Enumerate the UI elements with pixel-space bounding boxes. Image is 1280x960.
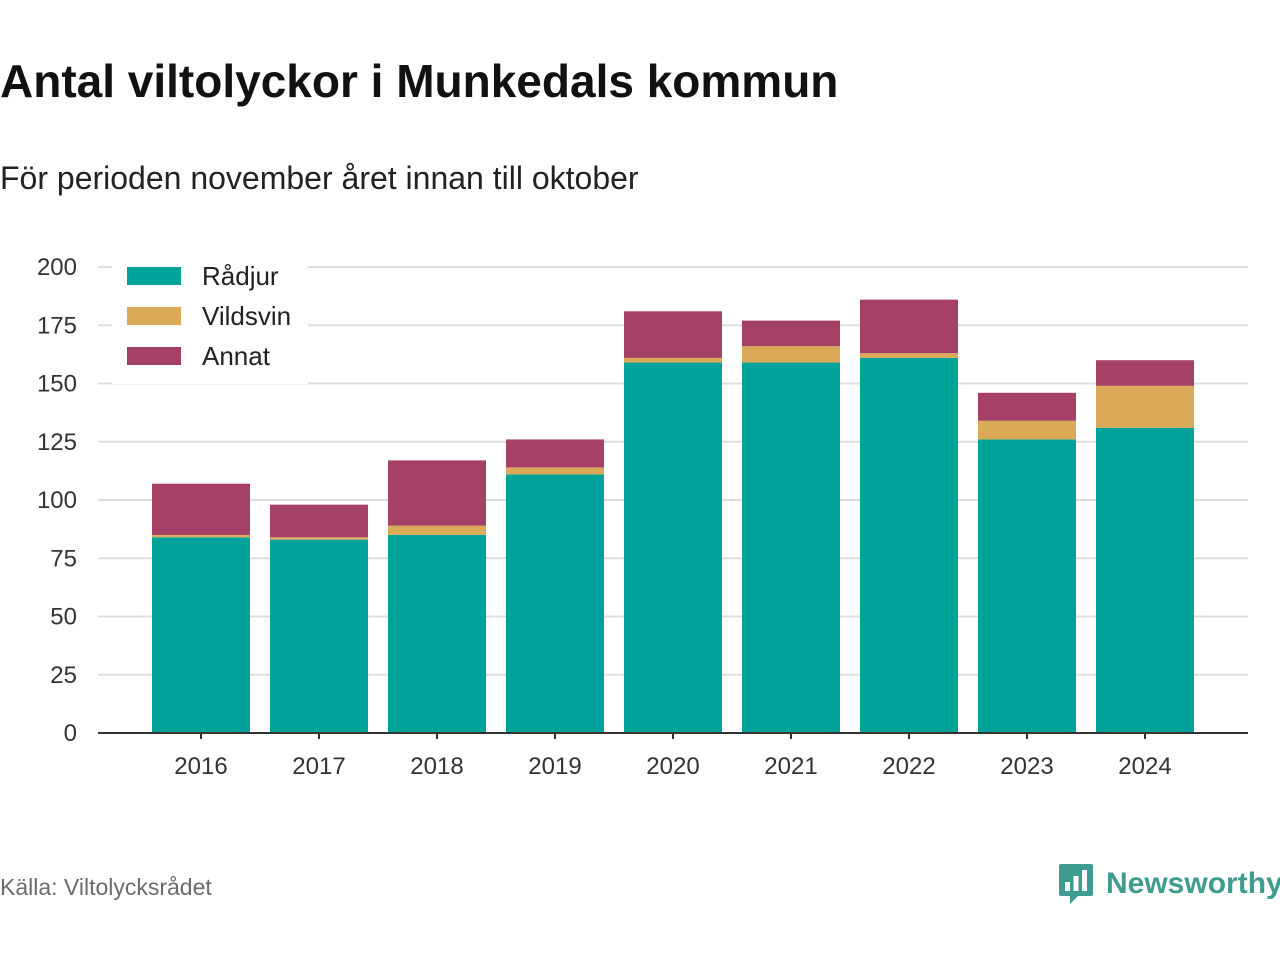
y-tick-label: 0 bbox=[64, 720, 77, 747]
legend-label: Annat bbox=[202, 341, 271, 371]
bar-segment bbox=[978, 439, 1076, 733]
x-tick-label: 2022 bbox=[882, 753, 935, 780]
legend-swatch bbox=[127, 347, 181, 365]
bar-segment bbox=[506, 467, 604, 475]
chart-title: Antal viltolyckor i Munkedals kommun bbox=[0, 55, 839, 107]
brand-name: Newsworthy bbox=[1106, 867, 1280, 900]
y-tick-label: 150 bbox=[37, 371, 77, 398]
bar-chart-speech-bubble-icon bbox=[1059, 864, 1093, 904]
bar-segment bbox=[270, 504, 368, 538]
newsworthy-logo: Newsworthy bbox=[1058, 862, 1280, 906]
bar-segment bbox=[388, 460, 486, 526]
x-tick-label: 2019 bbox=[528, 753, 581, 780]
legend-label: Vildsvin bbox=[202, 301, 291, 331]
legend-label: Rådjur bbox=[202, 261, 279, 291]
y-tick-label: 25 bbox=[50, 662, 77, 689]
x-tick-label: 2021 bbox=[764, 753, 817, 780]
bar-segment bbox=[270, 537, 368, 540]
bar-segment bbox=[742, 362, 840, 733]
bar-segment bbox=[1096, 427, 1194, 733]
bar-segment bbox=[152, 537, 250, 733]
y-tick-label: 125 bbox=[37, 429, 77, 456]
x-tick-label: 2018 bbox=[410, 753, 463, 780]
bar-segment bbox=[742, 346, 840, 363]
bar-segment bbox=[978, 392, 1076, 421]
bar-segment bbox=[1096, 385, 1194, 428]
bar-segment bbox=[742, 320, 840, 347]
bar-segment bbox=[860, 353, 958, 358]
chart-subtitle: För perioden november året innan till ok… bbox=[0, 160, 639, 196]
x-tick-label: 2020 bbox=[646, 753, 699, 780]
x-tick-label: 2024 bbox=[1118, 753, 1171, 780]
bar-segment bbox=[152, 483, 250, 535]
y-tick-label: 75 bbox=[50, 545, 77, 572]
bar-segment bbox=[506, 474, 604, 733]
bar-segment bbox=[860, 299, 958, 354]
y-tick-label: 50 bbox=[50, 604, 77, 631]
bar-segment bbox=[388, 534, 486, 733]
legend-swatch bbox=[127, 307, 181, 325]
bar-segment bbox=[270, 539, 368, 733]
y-tick-label: 100 bbox=[37, 487, 77, 514]
x-tick-label: 2016 bbox=[174, 753, 227, 780]
bar-segment bbox=[860, 357, 958, 733]
y-tick-label: 175 bbox=[37, 312, 77, 339]
bar-segment bbox=[978, 420, 1076, 440]
x-tick-label: 2023 bbox=[1000, 753, 1053, 780]
bar-segment bbox=[624, 362, 722, 733]
x-tick-label: 2017 bbox=[292, 753, 345, 780]
legend-swatch bbox=[127, 267, 181, 285]
bar-segment bbox=[1096, 360, 1194, 386]
bar-segment bbox=[624, 357, 722, 363]
bar-segment bbox=[506, 439, 604, 468]
source-note: Källa: Viltolycksrådet bbox=[0, 874, 212, 900]
bar-segment bbox=[388, 525, 486, 535]
bar-segment bbox=[152, 534, 250, 538]
bar-segment bbox=[624, 311, 722, 358]
y-tick-label: 200 bbox=[37, 254, 77, 281]
